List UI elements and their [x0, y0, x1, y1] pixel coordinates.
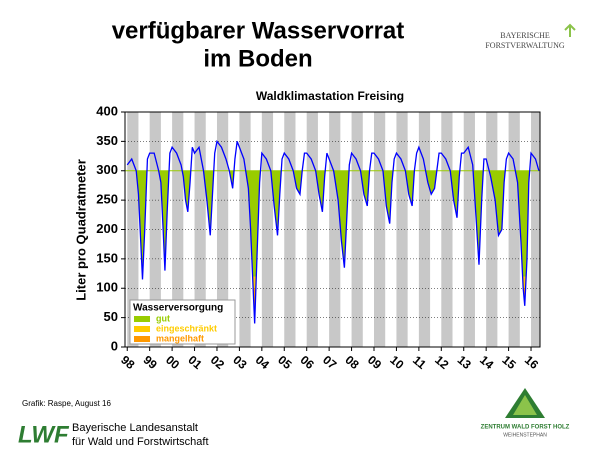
season-band: [261, 112, 274, 347]
season-band: [172, 112, 184, 347]
x-tick-label: 99: [141, 353, 160, 373]
y-tick-label: 250: [96, 192, 118, 207]
institution: für Wald und Forstwirtschaft: [72, 436, 209, 448]
x-tick-label: 07: [320, 353, 339, 373]
x-tick-label: 10: [387, 353, 406, 373]
season-band: [216, 112, 229, 347]
legend-swatch: [134, 316, 150, 322]
x-tick-label: 15: [500, 353, 519, 373]
chart-title: Waldklimastation Freising: [256, 89, 404, 103]
x-tick-label: 04: [253, 353, 272, 373]
season-band: [396, 112, 408, 347]
logo-text: FORSTVERWALTUNG: [485, 41, 564, 50]
x-tick-label: 98: [118, 353, 137, 373]
x-tick-label: 13: [455, 353, 474, 373]
x-tick-label: 00: [163, 353, 182, 373]
slide-title: im Boden: [203, 45, 312, 72]
zentrum-text: WEIHENSTEPHAN: [503, 432, 547, 438]
season-band: [374, 112, 386, 347]
x-tick-label: 06: [298, 353, 317, 373]
plot-frame: [124, 111, 541, 348]
x-tick-label: 02: [208, 353, 227, 373]
season-band: [306, 112, 318, 347]
legend-title: Wasserversorgung: [133, 303, 223, 314]
legend-label: eingeschränkt: [156, 323, 217, 333]
y-tick-label: 0: [111, 338, 118, 353]
logo-text: BAYERISCHE: [500, 31, 550, 40]
y-tick-label: 200: [96, 221, 118, 236]
lwf-logo: LWF: [18, 421, 70, 448]
y-tick-label: 400: [96, 103, 118, 118]
x-tick-label: 05: [275, 353, 294, 373]
legend-label: mangelhaft: [156, 333, 204, 343]
legend-swatch: [134, 336, 150, 342]
x-tick-label: 01: [185, 353, 204, 373]
y-axis-label: Liter pro Quadratmeter: [73, 159, 88, 301]
data-line: [126, 139, 540, 324]
institution: Bayerische Landesanstalt: [72, 422, 198, 434]
credit: Grafik: Raspe, August 16: [22, 399, 111, 408]
season-band: [351, 112, 363, 347]
x-tick-label: 08: [342, 353, 361, 373]
season-band: [127, 112, 139, 347]
y-tick-label: 100: [96, 280, 118, 295]
x-tick-label: 14: [477, 353, 496, 373]
season-band: [508, 112, 520, 347]
x-tick-label: 16: [522, 353, 541, 373]
legend-label: gut: [156, 313, 170, 323]
season-band: [329, 112, 341, 347]
y-tick-label: 150: [96, 250, 118, 265]
season-band: [418, 112, 431, 347]
x-tick-label: 12: [432, 353, 451, 373]
zentrum-icon: [513, 395, 537, 415]
legend-swatch: [134, 326, 150, 332]
logo-icon: [564, 23, 576, 37]
x-tick-label: 11: [410, 353, 429, 372]
y-tick-label: 350: [96, 133, 118, 148]
plot: 0 50 100 150 200 250 300 350 400 98 99 00 01 02 03 04 05…: [96, 103, 541, 372]
x-tick-label: 03: [230, 353, 249, 373]
season-band: [463, 112, 475, 347]
y-tick-label: 50: [104, 309, 118, 324]
season-band: [284, 112, 296, 347]
y-tick-label: 300: [96, 162, 118, 177]
zentrum-text: ZENTRUM WALD FORST HOLZ: [481, 425, 570, 431]
season-band: [531, 112, 540, 347]
x-tick-label: 09: [365, 353, 384, 373]
slide-title: verfügbarer Wasservorrat: [112, 17, 405, 44]
